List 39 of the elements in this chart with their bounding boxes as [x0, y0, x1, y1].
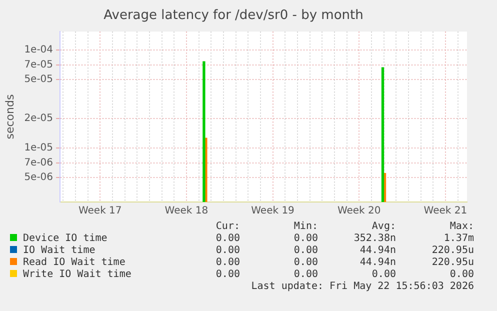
x-tick-label: Week 19 — [251, 206, 294, 217]
text: 0.00 — [292, 244, 318, 256]
x-tick-label: Week 17 — [78, 206, 122, 217]
legend-label: Read IO Wait time — [22, 256, 126, 268]
text: 0.00 — [292, 268, 318, 280]
text: 1.37m — [442, 232, 474, 244]
x-tick-label: Week 20 — [337, 206, 381, 217]
y-axis-title: seconds — [3, 94, 16, 140]
text: 0.00 — [448, 268, 474, 280]
legend-label: Device IO time — [22, 232, 108, 244]
text: 220.95u — [430, 256, 474, 268]
text: 0.00 — [214, 244, 240, 256]
text: 0.00 — [214, 232, 240, 244]
text: Avg: — [370, 220, 396, 232]
text: 220.95u — [430, 244, 474, 256]
text: 44.94n — [358, 256, 396, 268]
y-tick-label: 7e-05 — [24, 60, 54, 71]
y-tick-label: 1e-05 — [24, 142, 54, 154]
x-tick-label: Week 18 — [164, 206, 208, 217]
text: 0.00 — [214, 268, 240, 280]
y-tick-label: 5e-06 — [24, 172, 54, 183]
text: 0.00 — [292, 232, 318, 244]
text: Cur: — [214, 220, 240, 232]
x-tick-label: Week 21 — [424, 206, 468, 217]
y-tick-label: 1e-04 — [24, 44, 54, 56]
text: 0.00 — [214, 256, 240, 268]
y-tick-label: 7e-06 — [24, 158, 54, 169]
text: Last update: Fri May 22 15:56:03 2026 — [250, 280, 474, 292]
text: 352.38n — [352, 232, 396, 244]
text: Max: — [448, 220, 474, 232]
legend-label: IO Wait time — [22, 244, 96, 256]
legend-label: Write IO Wait time — [22, 268, 132, 280]
chart-title: Average latency for /dev/sr0 - by month — [104, 8, 364, 24]
text: Min: — [292, 220, 318, 232]
y-tick-label: 2e-05 — [24, 112, 54, 124]
y-tick-label: 5e-05 — [24, 74, 54, 86]
text: 0.00 — [292, 256, 318, 268]
text: 44.94n — [358, 244, 396, 256]
text: 0.00 — [370, 268, 396, 280]
